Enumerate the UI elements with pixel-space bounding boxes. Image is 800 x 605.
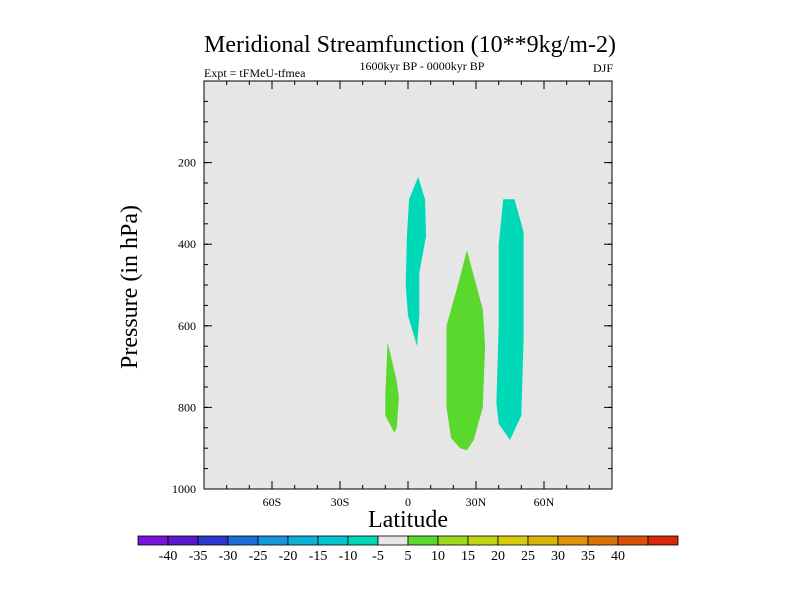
colorbar-box [287,535,319,546]
colorbar-label: 20 [491,549,505,564]
colorbar-label: -10 [339,549,358,564]
colorbar-box [197,535,229,546]
colorbar-label: 35 [581,549,595,564]
colorbar-label: -30 [219,549,238,564]
y-tick-label: 400 [178,237,196,251]
y-tick-label: 600 [178,319,196,333]
contour-region-positive-cell-southern [385,342,399,433]
colorbar-box [527,535,559,546]
colorbar-box [167,535,199,546]
colorbar-box [437,535,469,546]
colorbar: -40 -35 -30 -25 -20 -15 -10 -5 5 10 15 20 25 30 35 40 [137,535,679,564]
x-tick-label: 30N [466,495,487,509]
colorbar-box [227,535,259,546]
subtitle-left: Expt = tFMeU-tfmea [204,66,306,80]
colorbar-box [377,535,409,546]
colorbar-label: -5 [372,549,384,564]
colorbar-label: -20 [279,549,298,564]
colorbar-box [497,535,529,546]
plot-frame [203,80,613,490]
colorbar-box [647,535,679,546]
colorbar-box [317,535,349,546]
colorbar-label: -40 [159,549,178,564]
colorbar-box [257,535,289,546]
contour-region-positive-cell-northern [446,250,486,451]
colorbar-box [557,535,589,546]
colorbar-label: 25 [521,549,535,564]
colorbar-label: 40 [611,549,625,564]
colorbar-box [467,535,499,546]
chart-title: Meridional Streamfunction (10**9kg/m-2) [204,32,616,58]
y-tick-label: 1000 [172,482,196,496]
x-tick-label: 0 [405,495,411,509]
colorbar-label: -35 [189,549,208,564]
colorbar-label: -15 [309,549,328,564]
y-tick-label: 800 [178,400,196,414]
colorbar-box [587,535,619,546]
y-axis-label: Pressure (in hPa) [117,205,143,369]
colorbar-box [617,535,649,546]
y-tick-label: 200 [178,156,196,170]
x-tick-label: 60S [263,495,282,509]
contour-region-negative-cell-subtropical-north [496,199,524,440]
colorbar-label: 30 [551,549,565,564]
x-tick-label: 60N [534,495,555,509]
x-tick-label: 30S [331,495,350,509]
colorbar-label: 15 [461,549,475,564]
colorbar-label: -25 [249,549,268,564]
colorbar-box [137,535,169,546]
axis-ticks: 60S 30S 0 30N 60N 200 400 600 800 1000 [172,81,612,509]
subtitle-right: DJF [593,61,613,75]
contour-regions [385,176,524,451]
subtitle-center: 1600kyr BP - 0000kyr BP [360,59,485,73]
colorbar-label: 5 [405,549,412,564]
colorbar-box [407,535,439,546]
contour-region-negative-cell-equatorial [405,176,427,347]
x-axis-label: Latitude [368,507,448,533]
colorbar-box [347,535,379,546]
colorbar-label: 10 [431,549,445,564]
